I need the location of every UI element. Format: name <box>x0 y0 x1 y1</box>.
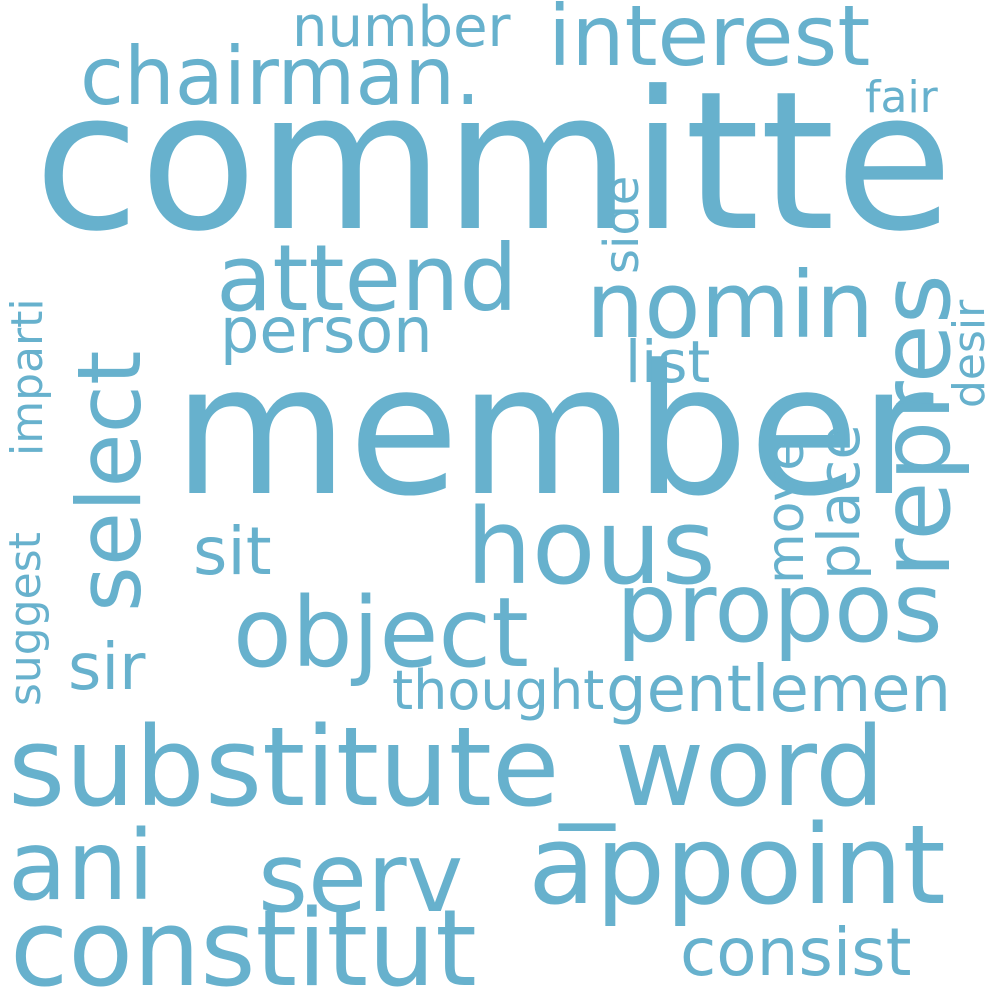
word-fair: fair <box>865 72 938 123</box>
word-member: member <box>173 327 934 536</box>
word-sir: sir <box>68 631 146 705</box>
word-thought: thought <box>392 659 605 722</box>
word-side: side <box>594 175 650 274</box>
word-place: place <box>805 423 873 580</box>
word-hous: hous <box>466 486 716 608</box>
word-interest: interest <box>548 0 871 85</box>
word-desir: desir <box>944 299 995 408</box>
word-number: number <box>292 0 511 60</box>
word-appoint: appoint <box>528 801 946 929</box>
word-gentlemen: gentlemen <box>606 653 952 727</box>
word-ani: ani <box>8 810 155 922</box>
word-consist: consist <box>680 914 912 991</box>
word-constitut: constitut <box>10 887 477 1000</box>
word-serv: serv <box>258 822 464 934</box>
word-object: object <box>233 577 529 689</box>
word-list: list <box>625 328 711 396</box>
word-committe: committe <box>34 51 954 274</box>
word-substitute_word: substitute_word <box>8 703 885 831</box>
word-imparti: imparti <box>2 298 53 456</box>
word-sit: sit <box>193 513 272 590</box>
word-propos: propos <box>616 552 943 664</box>
word-suggest: suggest <box>0 532 51 706</box>
word-nomin: nomin <box>586 252 875 359</box>
word-move: move <box>756 438 816 584</box>
word-chairman: chairman. <box>80 30 481 123</box>
word-select: select <box>58 350 161 612</box>
word-person: person <box>220 294 433 367</box>
word-attend: attend <box>216 225 518 332</box>
